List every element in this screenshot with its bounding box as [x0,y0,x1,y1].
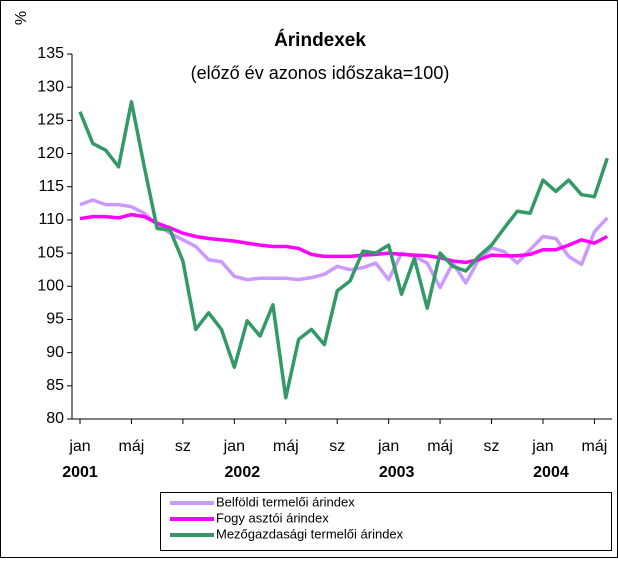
year-label: 2002 [225,464,261,481]
y-tick-label: 120 [37,145,64,162]
series-line [79,212,609,265]
legend-label: Belföldi termelői árindex [216,494,355,509]
y-tick-label: 95 [46,311,64,328]
series-line [79,198,609,290]
series-line [78,100,609,400]
chart-title: Árindexek [274,29,366,51]
year-label: 2003 [379,464,415,481]
x-tick-label: jan [68,438,90,455]
x-tick-label: jan [531,438,553,455]
x-tick-label: máj [582,438,608,455]
y-tick-label: 125 [37,112,64,129]
x-tick-label: sz [175,438,191,455]
legend-label: Mezőgazdasági termelői árindex [216,526,404,541]
x-tick-label: jan [223,438,245,455]
x-tick-label: jan [377,438,399,455]
year-label: 2001 [62,464,98,481]
y-tick-label: 115 [38,178,64,195]
y-tick-label: 100 [37,277,64,294]
x-tick-label: máj [273,438,299,455]
legend [160,492,612,551]
y-tick-label: 110 [38,211,64,228]
x-tick-label: máj [119,438,145,455]
y-tick-label: 105 [37,244,64,261]
y-tick-label: 85 [46,377,64,394]
y-tick-label: 80 [46,410,64,427]
y-label: % [13,11,30,25]
x-tick-label: sz [484,438,500,455]
y-tick-label: 90 [46,344,64,361]
y-tick-label: 130 [37,78,64,95]
x-tick-label: sz [329,438,345,455]
legend-label: Fogy asztói árindex [216,510,329,525]
chart-subtitle: (előző év azonos időszaka=100) [191,63,450,83]
x-tick-label: máj [427,438,453,455]
y-tick-label: 135 [37,45,64,62]
year-label: 2004 [533,464,569,481]
